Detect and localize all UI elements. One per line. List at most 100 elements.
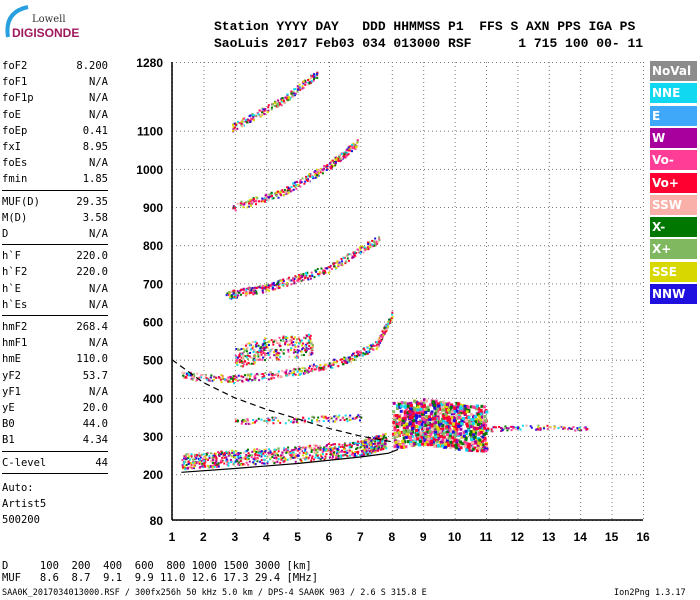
grid-dot	[203, 446, 205, 447]
grid-dot	[536, 245, 537, 247]
grid-dot	[304, 130, 305, 132]
echo-point	[449, 445, 453, 449]
echo-point	[310, 450, 313, 453]
grid-dot	[360, 150, 362, 151]
grid-dot	[580, 126, 582, 127]
grid-dot	[616, 245, 617, 247]
grid-dot	[423, 66, 425, 67]
grid-dot	[329, 430, 330, 431]
grid-dot	[486, 214, 487, 215]
echo-point	[434, 399, 438, 403]
grid-dot	[364, 207, 365, 209]
grid-dot	[266, 434, 268, 435]
grid-dot	[297, 266, 299, 267]
grid-dot	[476, 321, 477, 323]
legend-w: W	[650, 127, 697, 148]
grid-dot	[476, 474, 477, 476]
x-tick-label: 1	[169, 530, 176, 544]
grid-dot	[391, 206, 393, 207]
echo-point	[271, 456, 274, 459]
echo-point	[361, 443, 364, 446]
grid-dot	[544, 397, 545, 399]
grid-dot	[517, 290, 519, 291]
grid-dot	[517, 150, 519, 151]
grid-dot	[548, 306, 550, 307]
grid-dot	[176, 245, 177, 247]
grid-dot	[454, 274, 456, 275]
grid-dot	[203, 190, 205, 191]
grid-dot	[360, 350, 362, 351]
grid-dot	[203, 382, 205, 383]
param-value: 8.200	[76, 60, 108, 72]
grid-dot	[548, 250, 550, 251]
grid-dot	[576, 168, 577, 170]
grid-dot	[611, 218, 613, 219]
grid-dot	[496, 130, 497, 132]
grid-dot	[266, 230, 268, 231]
grid-dot	[329, 342, 330, 343]
grid-dot	[391, 94, 393, 95]
echo-point	[436, 406, 440, 410]
grid-dot	[360, 462, 362, 463]
grid-dot	[234, 194, 236, 195]
grid-dot	[517, 178, 519, 179]
grid-dot	[208, 245, 209, 247]
grid-dot	[391, 150, 393, 151]
grid-dot	[520, 130, 521, 132]
grid-dot	[284, 321, 285, 323]
grid-dot	[486, 322, 487, 323]
grid-dot	[632, 321, 633, 323]
echo-point	[214, 452, 217, 455]
grid-dot	[234, 430, 236, 431]
grid-dot	[472, 321, 473, 323]
grid-dot	[203, 390, 205, 391]
grid-dot	[580, 374, 582, 375]
divider	[2, 244, 108, 246]
legend-ssw: SSW	[650, 194, 697, 215]
grid-dot	[517, 94, 519, 95]
grid-dot	[476, 283, 477, 285]
grid-dot	[203, 122, 205, 123]
echo-point	[463, 413, 467, 417]
echo-point	[247, 454, 250, 457]
grid-dot	[460, 168, 461, 170]
grid-dot	[486, 86, 487, 87]
echo-point	[393, 436, 397, 440]
grid-dot	[256, 436, 257, 438]
grid-dot	[540, 283, 541, 285]
grid-dot	[440, 359, 441, 361]
echo-point	[380, 448, 383, 451]
echo-point	[465, 417, 469, 421]
grid-dot	[484, 359, 485, 361]
grid-dot	[643, 306, 644, 307]
grid-dot	[488, 397, 489, 399]
grid-dot	[580, 442, 582, 443]
grid-dot	[300, 436, 301, 438]
grid-dot	[268, 130, 269, 132]
grid-dot	[620, 436, 621, 438]
grid-dot	[516, 436, 517, 438]
grid-dot	[548, 514, 550, 515]
grid-dot	[460, 62, 461, 63]
grid-dot	[272, 62, 273, 63]
grid-dot	[611, 174, 613, 175]
grid-dot	[264, 474, 265, 476]
grid-dot	[611, 378, 613, 379]
legend-sse: SSE	[650, 261, 697, 282]
grid-dot	[486, 246, 487, 247]
grid-dot	[564, 245, 565, 247]
echo-point	[313, 444, 316, 447]
grid-dot	[517, 190, 519, 191]
grid-dot	[297, 386, 299, 387]
grid-dot	[256, 283, 257, 285]
grid-dot	[423, 462, 425, 463]
grid-dot	[240, 283, 241, 285]
grid-dot	[360, 110, 362, 111]
echo-point	[435, 440, 439, 444]
grid-dot	[611, 482, 613, 483]
grid-dot	[252, 321, 253, 323]
grid-dot	[520, 207, 521, 209]
grid-dot	[344, 436, 345, 438]
grid-dot	[224, 207, 225, 209]
grid-dot	[580, 154, 582, 155]
